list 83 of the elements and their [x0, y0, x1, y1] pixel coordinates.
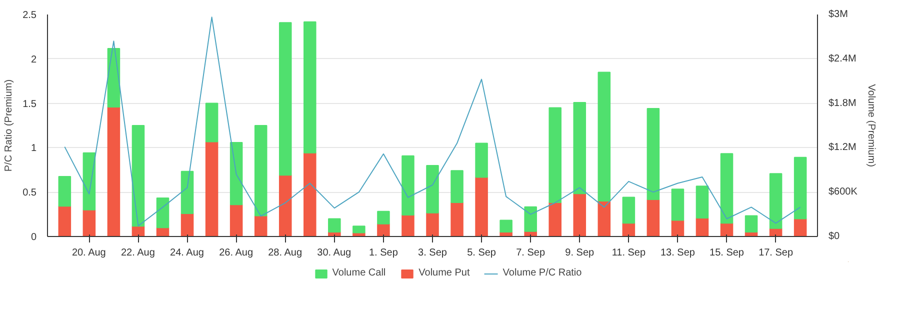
- bar: [622, 196, 636, 224]
- x-tick-label: 15. Sep: [710, 248, 744, 258]
- bar: [573, 102, 586, 194]
- bar: [744, 215, 758, 233]
- bar: [377, 210, 390, 224]
- x-tick-label: 22. Aug: [120, 248, 155, 258]
- bar: [156, 198, 170, 228]
- bar: [500, 220, 512, 233]
- bar: [720, 153, 734, 224]
- bar: [450, 202, 464, 236]
- legend-label: Volume P/C Ratio: [502, 268, 582, 278]
- bar: [671, 220, 684, 236]
- x-tick-label: 28. Aug: [268, 248, 302, 258]
- bar: [230, 204, 243, 236]
- bar: [646, 108, 660, 200]
- y2-tick-label: $2.4M: [828, 53, 856, 64]
- x-tick-label: 30. Aug: [317, 248, 352, 258]
- bar: [769, 173, 782, 229]
- bar: [180, 213, 194, 236]
- x-tick-label: 24. Aug: [170, 248, 204, 258]
- x-tick-label: 5. Sep: [467, 248, 496, 258]
- bar: [402, 214, 414, 236]
- bar: [254, 215, 268, 236]
- y-tick-label: 1: [30, 143, 37, 154]
- x-tick-label: 17. Sep: [758, 248, 794, 258]
- x-tick-label: 26. Aug: [219, 248, 254, 258]
- bar: [450, 170, 464, 203]
- bar: [278, 174, 292, 236]
- bar: [304, 21, 316, 154]
- bar: [524, 206, 537, 232]
- bar: [598, 200, 611, 236]
- bar: [352, 226, 366, 234]
- bar: [107, 106, 120, 236]
- y2-axis-title: Volume (Premium): [865, 84, 876, 167]
- line-series: [64, 16, 801, 226]
- bar: [58, 176, 72, 207]
- x-tick-label: 3. Sep: [418, 248, 448, 258]
- bar: [696, 218, 709, 236]
- y-tick-label: 2: [30, 54, 37, 66]
- bar: [205, 102, 218, 142]
- y2-tick-label: $600K: [828, 186, 858, 198]
- bar: [230, 142, 243, 206]
- y-tick-label: 1.5: [22, 98, 37, 110]
- bar: [794, 156, 807, 220]
- x-tick-label: 9. Sep: [565, 248, 595, 258]
- y2-tick-label: $0: [828, 231, 840, 242]
- bar: [696, 186, 709, 218]
- bar: [82, 209, 96, 236]
- bar: [205, 141, 218, 236]
- legend-label: Volume Call: [332, 268, 386, 278]
- y2-tick-label: $3M: [828, 9, 848, 20]
- bar: [548, 202, 562, 236]
- y-tick-label: 0.5: [22, 188, 37, 199]
- x-tick-label: 11. Sep: [612, 248, 646, 258]
- bar: [132, 125, 145, 227]
- bar: [304, 152, 316, 236]
- bar: [646, 199, 660, 236]
- x-tick-label: 1. Sep: [369, 248, 398, 258]
- bar: [548, 107, 562, 203]
- bar: [426, 212, 439, 236]
- y2-tick-label: $1.2M: [828, 142, 856, 154]
- y2-tick-label: $1.8M: [828, 98, 856, 109]
- bar: [402, 155, 414, 216]
- bar: [598, 72, 611, 202]
- x-tick-label: 20. Aug: [72, 248, 106, 258]
- bar: [794, 218, 807, 236]
- bar: [475, 142, 488, 178]
- bar: [180, 170, 194, 214]
- bar: [254, 125, 268, 216]
- y-tick-label: 2.5: [22, 10, 37, 21]
- y-axis-title: P/C Ratio (Premium): [4, 79, 15, 172]
- bar: [328, 218, 341, 233]
- bar: [573, 193, 586, 236]
- bar: [475, 176, 488, 236]
- bar: [82, 152, 96, 210]
- x-tick-label: 7. Sep: [516, 248, 546, 258]
- x-tick-label: 13. Sep: [660, 248, 696, 258]
- bar: [426, 164, 439, 214]
- y-tick-label: 0: [30, 232, 37, 243]
- bar: [58, 206, 72, 236]
- bar: [671, 188, 684, 221]
- bar: [278, 22, 292, 176]
- legend-label: Volume Put: [418, 268, 470, 278]
